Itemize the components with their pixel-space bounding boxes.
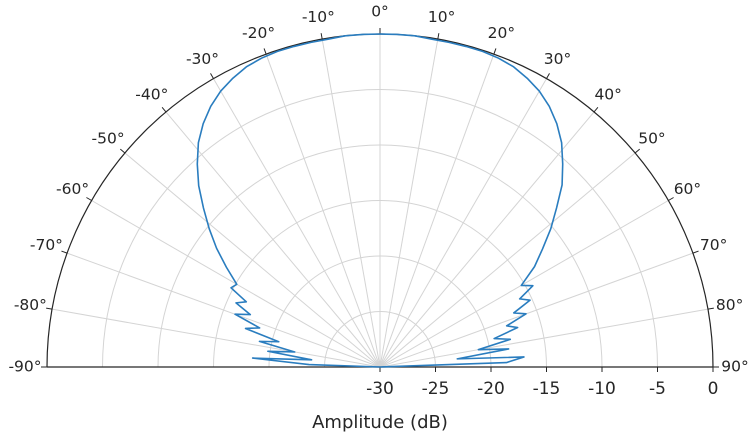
angle-tick bbox=[437, 33, 440, 40]
grid-spoke bbox=[379, 111, 595, 368]
radial-tick-label: -25 bbox=[422, 379, 450, 399]
angle-tick bbox=[210, 73, 214, 79]
grid-spoke bbox=[379, 252, 694, 368]
angle-tick bbox=[161, 106, 167, 113]
grid-spoke bbox=[265, 53, 381, 368]
grid-spoke bbox=[379, 78, 547, 368]
grid-spoke bbox=[379, 152, 636, 368]
angle-tick-label: -90° bbox=[8, 358, 41, 376]
radial-axis-title: Amplitude (dB) bbox=[312, 412, 448, 433]
angle-tick bbox=[634, 148, 641, 154]
angle-tick-label: 90° bbox=[721, 358, 748, 376]
angle-tick bbox=[263, 48, 267, 55]
angle-tick bbox=[61, 250, 68, 254]
polar-grid bbox=[47, 34, 713, 368]
angle-tick-label: 10° bbox=[428, 8, 455, 26]
angle-tick bbox=[546, 73, 550, 79]
grid-spoke bbox=[51, 308, 381, 368]
angle-tick bbox=[668, 197, 674, 201]
angle-tick-label: 60° bbox=[674, 180, 701, 198]
angle-tick-label: -80° bbox=[14, 296, 47, 314]
grid-spoke bbox=[213, 78, 381, 368]
angle-tick bbox=[593, 106, 599, 113]
radial-tick-label: -20 bbox=[477, 379, 505, 399]
grid-spoke bbox=[165, 111, 381, 368]
angle-tick bbox=[46, 307, 53, 310]
tick-labels: -90° -80° -70° -60° -50° -40° -30° -20° -10° 0° 10… bbox=[8, 3, 748, 400]
angle-tick-label: -70° bbox=[30, 236, 63, 254]
series-layer bbox=[196, 33, 564, 368]
radial-tick-label: -10 bbox=[588, 379, 616, 399]
angle-tick-label: 50° bbox=[638, 129, 665, 147]
angle-tick-label: -30° bbox=[186, 50, 219, 68]
grid-spoke bbox=[321, 38, 381, 368]
grid-spoke bbox=[379, 200, 669, 368]
angle-tick bbox=[707, 307, 714, 310]
angle-ticks bbox=[41, 28, 719, 372]
angle-tick-label: 30° bbox=[544, 50, 571, 68]
angle-tick-label: 0° bbox=[371, 3, 389, 21]
angle-tick-label: -10° bbox=[302, 8, 335, 26]
angle-tick-label: -40° bbox=[135, 86, 168, 104]
angle-tick bbox=[493, 48, 497, 55]
grid-spoke bbox=[66, 252, 381, 368]
radial-tick-label: -15 bbox=[533, 379, 561, 399]
grid-spoke bbox=[379, 38, 439, 368]
radial-tick-label: -30 bbox=[366, 379, 394, 399]
grid-spoke bbox=[379, 308, 709, 368]
angle-tick-label: 70° bbox=[700, 236, 727, 254]
radiation-pattern-line bbox=[196, 33, 564, 368]
angle-tick-label: -20° bbox=[242, 24, 275, 42]
grid-spoke bbox=[124, 152, 381, 368]
grid-spoke bbox=[379, 53, 495, 368]
radial-tick-label: 0 bbox=[708, 379, 719, 399]
angle-tick bbox=[692, 250, 699, 254]
angle-tick-label: -60° bbox=[56, 180, 89, 198]
angle-tick bbox=[320, 33, 323, 40]
angle-tick bbox=[119, 148, 126, 154]
angle-tick-label: -50° bbox=[92, 129, 125, 147]
angle-tick-label: 20° bbox=[488, 24, 515, 42]
angle-tick-label: 40° bbox=[594, 86, 621, 104]
angle-tick-label: 80° bbox=[716, 296, 743, 314]
radial-tick-label: -5 bbox=[649, 379, 666, 399]
angle-tick bbox=[86, 197, 92, 201]
